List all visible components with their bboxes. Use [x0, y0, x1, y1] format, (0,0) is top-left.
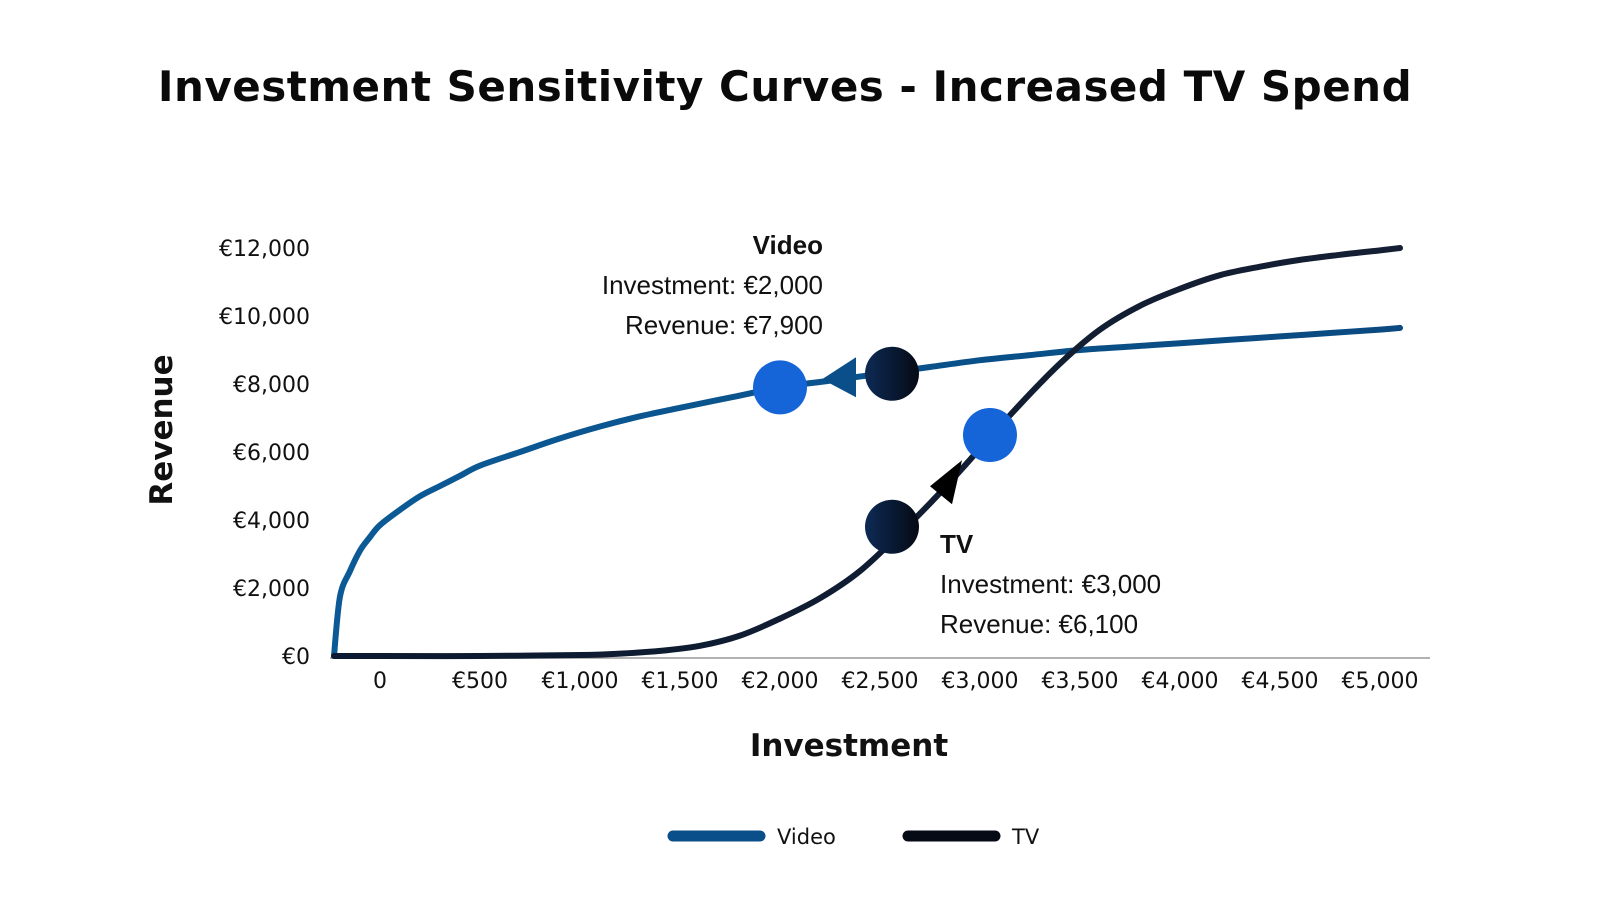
- y-tick-label: €0: [282, 645, 310, 670]
- x-tick-label: €1,000: [542, 669, 619, 694]
- x-tick-label: €3,500: [1042, 669, 1119, 694]
- video-annotation-header: Video: [753, 230, 823, 260]
- legend-label-tv: TV: [1011, 825, 1040, 849]
- tv-annotation: TV Investment: €3,000 Revenue: €6,100: [940, 529, 1161, 639]
- video-annotation: Video Investment: €2,000 Revenue: €7,900: [602, 230, 823, 340]
- y-tick-label: €10,000: [219, 305, 310, 330]
- video-annotation-revenue: Revenue: €7,900: [625, 310, 823, 340]
- arrow-layer: [822, 357, 962, 505]
- marker-video-dark: [865, 346, 919, 401]
- marker-video-bright: [753, 360, 807, 415]
- x-tick-label: €500: [452, 669, 508, 694]
- x-tick-label: 0: [373, 669, 387, 694]
- tv-annotation-revenue: Revenue: €6,100: [940, 609, 1138, 639]
- arrow-tv: [930, 460, 962, 505]
- y-axis-label: Revenue: [144, 354, 180, 505]
- x-axis-ticks: 0 €500 €1,000 €1,500 €2,000 €2,500 €3,000 €3,50…: [373, 669, 1418, 694]
- y-tick-label: €2,000: [233, 577, 310, 602]
- x-tick-label: €1,500: [642, 669, 719, 694]
- tv-annotation-header: TV: [940, 529, 974, 559]
- x-tick-label: €4,500: [1242, 669, 1319, 694]
- video-annotation-investment: Investment: €2,000: [602, 270, 823, 300]
- legend: Video TV: [667, 825, 1040, 849]
- x-tick-label: €3,000: [942, 669, 1019, 694]
- chart-title: Investment Sensitivity Curves - Increase…: [0, 62, 1600, 111]
- marker-tv-dark: [865, 499, 919, 554]
- arrow-video: [822, 357, 856, 398]
- series-line-tv: [331, 245, 1403, 660]
- y-axis-ticks: €0 €2,000 €4,000 €6,000 €8,000 €10,000 €12,000: [219, 237, 310, 670]
- x-axis-label: Investment: [750, 728, 949, 764]
- x-tick-label: €2,500: [842, 669, 919, 694]
- series-layer: [331, 245, 1403, 660]
- chart-title-text: Investment Sensitivity Curves - Increase…: [157, 62, 1413, 111]
- y-tick-label: €12,000: [219, 237, 310, 262]
- x-tick-label: €2,000: [742, 669, 819, 694]
- y-tick-label: €8,000: [233, 373, 310, 398]
- y-tick-label: €4,000: [233, 509, 310, 534]
- y-tick-label: €6,000: [233, 441, 310, 466]
- x-tick-label: €5,000: [1342, 669, 1419, 694]
- legend-label-video: Video: [777, 825, 836, 849]
- marker-tv-bright: [963, 408, 1017, 462]
- tv-annotation-investment: Investment: €3,000: [940, 569, 1161, 599]
- marker-layer: [753, 346, 1017, 554]
- x-tick-label: €4,000: [1142, 669, 1219, 694]
- series-line-video: [331, 324, 1403, 659]
